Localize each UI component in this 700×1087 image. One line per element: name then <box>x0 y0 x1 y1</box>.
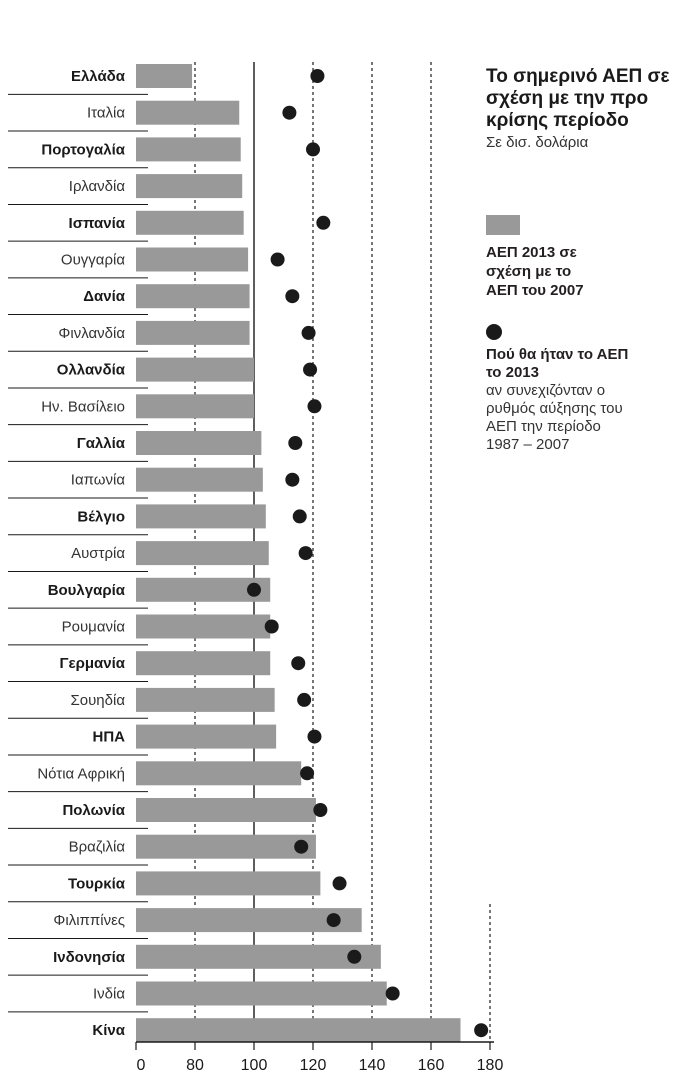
category-label: Ρουμανία <box>62 619 126 636</box>
bar <box>136 357 254 382</box>
dot <box>285 289 300 304</box>
bar <box>136 761 302 786</box>
bar <box>136 64 193 88</box>
category-label: Νότια Αφρική <box>37 765 125 782</box>
chart-title: Το σημερινό ΑΕΠ σε σχέση με την προ κρίσ… <box>486 66 670 131</box>
dot <box>298 546 313 561</box>
dot <box>307 399 322 414</box>
category-label: Ουγγαρία <box>61 252 125 269</box>
dot <box>385 986 400 1001</box>
legend-dot-sublabel: αν συνεχιζόνταν ο ρυθμός αύξησης του ΑΕΠ… <box>486 382 623 453</box>
category-label: Ελλάδα <box>71 68 126 85</box>
bar <box>136 614 271 639</box>
bar <box>136 504 266 529</box>
bar <box>136 467 263 492</box>
bar <box>136 981 387 1006</box>
category-label: Ιρλανδία <box>69 178 126 195</box>
category-label: Πορτογαλία <box>41 141 125 158</box>
bar <box>136 834 316 859</box>
category-label: Γαλλία <box>77 435 126 452</box>
bar <box>136 541 269 566</box>
chart-legend: Το σημερινό ΑΕΠ σε σχέση με την προ κρίσ… <box>486 66 686 454</box>
dot <box>310 69 325 83</box>
category-label: Φινλανδία <box>58 325 125 342</box>
dot <box>300 766 315 781</box>
category-label: Τουρκία <box>68 875 126 892</box>
bar <box>136 284 250 309</box>
bar <box>136 100 240 125</box>
category-label: Ινδονησία <box>53 949 126 966</box>
category-label: Αυστρία <box>71 545 125 562</box>
dot <box>270 252 285 267</box>
bar <box>136 687 275 712</box>
legend-dot-label: Πού θα ήταν το ΑΕΠ το 2013 <box>486 346 629 381</box>
dot <box>247 582 261 597</box>
category-label: ΗΠΑ <box>93 729 126 746</box>
dot <box>303 362 318 377</box>
legend-bar-label: ΑΕΠ 2013 σε σχέση με το ΑΕΠ του 2007 <box>486 244 584 299</box>
category-label: Ισπανία <box>69 215 126 232</box>
dot <box>332 876 347 891</box>
category-label: Φιλιππίνες <box>53 912 125 929</box>
bar <box>136 247 249 272</box>
category-label: Πολωνία <box>62 802 125 819</box>
dot <box>285 472 300 487</box>
legend-dot-marker <box>486 324 502 340</box>
bar <box>136 320 250 345</box>
category-label: Γερμανία <box>59 655 125 672</box>
bar <box>136 871 321 896</box>
bar <box>136 394 254 419</box>
x-tick-label: 140 <box>359 1057 386 1074</box>
dot <box>292 509 307 524</box>
bar <box>136 210 244 235</box>
dot <box>316 215 331 230</box>
dot <box>347 949 362 964</box>
chart-subtitle: Σε δισ. δολάρια <box>486 134 589 151</box>
dot <box>313 803 328 817</box>
bar <box>136 174 243 199</box>
bar <box>136 908 362 933</box>
category-label: Ιαπωνία <box>71 472 126 489</box>
dot <box>326 913 341 928</box>
dot <box>301 325 316 340</box>
bar <box>136 651 271 676</box>
dot <box>264 619 279 634</box>
category-label: Βουλγαρία <box>48 582 126 599</box>
dot <box>294 839 309 854</box>
category-label: Δανία <box>83 288 126 305</box>
bar <box>136 137 241 162</box>
dot <box>291 656 306 671</box>
dot <box>297 692 312 707</box>
x-tick-label: 120 <box>300 1057 327 1074</box>
x-tick-label: 160 <box>418 1057 445 1074</box>
category-label: Ιταλία <box>87 105 125 122</box>
x-tick-label: 180 <box>477 1057 504 1074</box>
dot <box>288 436 303 450</box>
bar <box>136 431 262 455</box>
bar <box>136 944 381 969</box>
dot <box>474 1023 489 1038</box>
x-tick-label: 0 <box>137 1057 146 1074</box>
legend-bar-swatch <box>486 215 520 235</box>
dot <box>282 105 297 120</box>
category-label: Ολλανδία <box>57 362 126 379</box>
category-label: Σουηδία <box>70 692 125 709</box>
x-tick-label: 80 <box>186 1057 204 1074</box>
x-tick-label: 100 <box>241 1057 268 1074</box>
category-label: Βέλγιο <box>77 508 125 525</box>
bar <box>136 724 277 749</box>
category-label: Ην. Βασίλειο <box>41 398 125 415</box>
dot <box>307 729 322 744</box>
dot <box>306 142 320 157</box>
bar <box>136 798 316 822</box>
category-label: Βραζιλία <box>69 839 126 856</box>
category-label: Κίνα <box>92 1022 125 1039</box>
category-label: Ινδία <box>93 986 125 1003</box>
bar <box>136 1018 461 1043</box>
